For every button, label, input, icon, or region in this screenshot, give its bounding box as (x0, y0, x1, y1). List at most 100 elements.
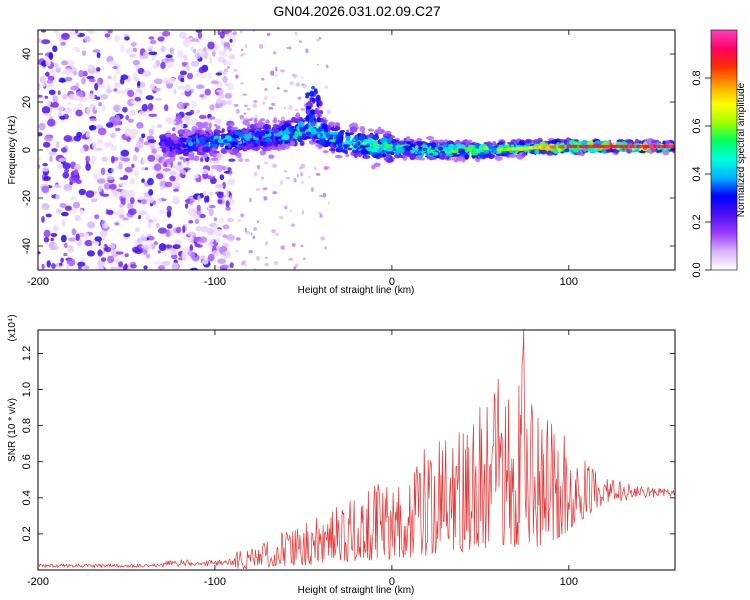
heatmap-cell (262, 101, 266, 105)
heatmap-cell (38, 122, 46, 131)
heatmap-cell (307, 176, 311, 179)
heatmap-cell (651, 139, 658, 144)
heatmap-cell (155, 173, 164, 180)
heatmap-cell (508, 154, 517, 158)
heatmap-cell (118, 161, 123, 170)
heatmap-cell (144, 167, 149, 171)
heatmap-cell (75, 179, 82, 185)
heatmap-cell (165, 244, 173, 249)
heatmap-cell (91, 240, 96, 244)
heatmap-cell (219, 80, 223, 89)
heatmap-cell (279, 180, 283, 185)
heatmap-cell (339, 134, 344, 140)
heatmap-cell (142, 248, 148, 255)
x-tick-label: -100 (204, 276, 226, 288)
heatmap-cell (86, 75, 95, 80)
heatmap-cell (651, 149, 657, 153)
heatmap-cell (268, 154, 275, 159)
heatmap-cell (208, 129, 212, 134)
heatmap-cell (180, 92, 186, 96)
heatmap-cell (203, 46, 207, 52)
heatmap-cell (227, 83, 234, 91)
spectrogram-x-axis-label: Height of straight line (km) (298, 285, 415, 296)
heatmap-cell (179, 156, 183, 160)
heatmap-cell (122, 264, 129, 270)
heatmap-cell (223, 251, 227, 257)
heatmap-cell (193, 155, 200, 162)
colorbar-tick-label: 0.0 (691, 262, 703, 277)
heatmap-cell (373, 162, 381, 168)
heatmap-cell (41, 83, 47, 87)
heatmap-cell (117, 265, 124, 270)
heatmap-cell (222, 234, 228, 239)
heatmap-cell (422, 147, 428, 151)
heatmap-cell (227, 192, 230, 196)
heatmap-cell (151, 124, 156, 130)
heatmap-cell (84, 35, 91, 43)
heatmap-cell (194, 236, 201, 242)
heatmap-cell (57, 90, 61, 95)
y-tick-label: 0.4 (21, 490, 33, 505)
heatmap-cell (165, 133, 172, 138)
heatmap-cell (256, 122, 264, 128)
x-tick-label: 0 (389, 276, 395, 288)
heatmap-cell (109, 266, 119, 270)
heatmap-cell (148, 51, 158, 56)
heatmap-cell (92, 141, 97, 150)
heatmap-cell (147, 139, 157, 144)
heatmap-cell (515, 144, 523, 148)
heatmap-cell (223, 46, 228, 51)
heatmap-cell (329, 148, 336, 152)
heatmap-cell (93, 172, 100, 180)
heatmap-cell (116, 89, 122, 95)
heatmap-cell (271, 229, 276, 234)
heatmap-cell (157, 250, 161, 254)
heatmap-cell (230, 238, 234, 242)
heatmap-cell (662, 140, 667, 145)
heatmap-cell (196, 109, 200, 114)
heatmap-cell (185, 120, 192, 125)
heatmap-cell (151, 148, 157, 154)
heatmap-cell (354, 134, 359, 141)
heatmap-cell (233, 103, 239, 107)
heatmap-cell (50, 237, 54, 242)
heatmap-cell (533, 139, 541, 144)
heatmap-cell (240, 48, 244, 52)
heatmap-cell (41, 215, 45, 223)
heatmap-cell (330, 127, 337, 131)
heatmap-cell (147, 222, 152, 229)
y-tick-label: 0 (21, 147, 33, 153)
heatmap-cell (142, 70, 152, 77)
heatmap-cell (109, 242, 116, 250)
heatmap-cell (253, 267, 257, 270)
heatmap-cell (190, 252, 196, 260)
heatmap-cell (91, 154, 97, 162)
heatmap-cell (240, 213, 245, 218)
heatmap-cell (310, 187, 314, 192)
heatmap-cell (519, 139, 526, 146)
heatmap-cell (62, 93, 68, 100)
snr-x-ticks: -200 -100 0 100 (27, 330, 578, 588)
heatmap-cell (244, 227, 247, 233)
heatmap-cell (78, 96, 88, 102)
heatmap-cell (200, 157, 204, 162)
heatmap-cell (148, 128, 154, 136)
heatmap-cell (563, 139, 568, 146)
heatmap-cell (384, 130, 392, 135)
heatmap-cell (55, 194, 60, 200)
heatmap-cell (351, 146, 355, 151)
heatmap-cell (129, 177, 135, 185)
heatmap-cell (53, 63, 59, 68)
heatmap-cell (184, 37, 193, 41)
heatmap-cell (84, 232, 89, 240)
heatmap-cell (138, 215, 142, 220)
heatmap-cell (199, 74, 208, 79)
heatmap-cell (45, 213, 52, 218)
heatmap-cell (417, 152, 423, 156)
heatmap-cell (322, 134, 327, 138)
heatmap-cell (194, 218, 200, 224)
heatmap-cell (372, 134, 379, 141)
heatmap-cell (300, 172, 303, 177)
heatmap-cell (186, 65, 190, 71)
heatmap-cell (102, 223, 110, 229)
